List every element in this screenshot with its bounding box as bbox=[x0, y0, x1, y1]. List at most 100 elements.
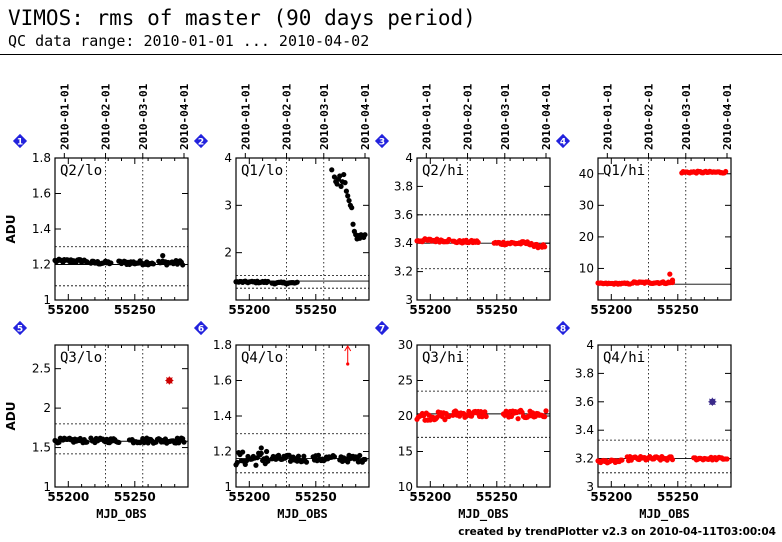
y-tick-label: 1 bbox=[224, 480, 232, 494]
data-point bbox=[84, 259, 90, 265]
panel-badge bbox=[555, 133, 571, 149]
panel-badge-number: 6 bbox=[198, 325, 204, 335]
data-point bbox=[265, 458, 271, 464]
y-tick-label: 3 bbox=[224, 198, 232, 212]
y-tick-label: 20 bbox=[579, 230, 594, 244]
y-tick-label: 1.2 bbox=[213, 445, 232, 459]
data-point bbox=[466, 408, 472, 415]
data-point bbox=[619, 457, 625, 463]
date-tick-label: 2010-03-01 bbox=[499, 83, 512, 150]
x-tick-label: 55200 bbox=[47, 490, 89, 504]
panel-label: Q2/hi bbox=[422, 163, 464, 179]
data-point bbox=[343, 188, 349, 194]
x-axis-label: MJD_OBS bbox=[639, 507, 690, 522]
y-tick-label: 3.4 bbox=[394, 236, 413, 250]
panel-badge bbox=[555, 320, 571, 336]
y-tick-label: 3.8 bbox=[575, 366, 594, 380]
y-tick-label: 2 bbox=[43, 401, 51, 415]
y-tick-label: 4 bbox=[224, 151, 232, 165]
y-tick-label: 2 bbox=[224, 246, 232, 260]
panel-label: Q4/hi bbox=[603, 350, 645, 366]
data-point bbox=[341, 171, 347, 178]
y-tick-label: 1.8 bbox=[32, 151, 51, 165]
y-tick-label: 1.4 bbox=[213, 409, 232, 423]
panel-badge bbox=[193, 133, 209, 149]
panel-badge bbox=[12, 320, 28, 336]
date-tick-label: 2010-03-01 bbox=[318, 83, 331, 150]
date-tick-label: 2010-03-01 bbox=[137, 83, 150, 150]
y-tick-label: 3 bbox=[405, 293, 413, 307]
x-tick-label: 55200 bbox=[409, 303, 451, 317]
y-tick-label: 20 bbox=[398, 409, 413, 423]
data-point bbox=[667, 271, 673, 277]
panel-badge-number: 7 bbox=[379, 325, 385, 335]
plot-frame bbox=[54, 344, 189, 488]
plot-frame bbox=[416, 157, 551, 301]
data-point bbox=[530, 410, 536, 416]
footer-credit: created by trendPlotter v2.3 on 2010-04-… bbox=[458, 526, 776, 538]
y-tick-label: 15 bbox=[398, 445, 413, 459]
plot-frame bbox=[597, 344, 732, 488]
date-tick-label: 2010-02-01 bbox=[643, 83, 656, 150]
data-point bbox=[542, 414, 548, 420]
data-point bbox=[342, 180, 348, 186]
data-point bbox=[150, 261, 157, 267]
chart-subtitle: QC data range: 2010-01-01 ... 2010-04-02 bbox=[8, 32, 370, 50]
panel-label: Q1/hi bbox=[603, 163, 645, 179]
outlier-marker bbox=[165, 376, 174, 385]
y-tick-label: 1 bbox=[43, 480, 51, 494]
data-point bbox=[349, 205, 355, 211]
data-point bbox=[543, 408, 549, 414]
plot-frame bbox=[235, 157, 370, 301]
data-point bbox=[331, 454, 338, 460]
title-divider bbox=[0, 54, 782, 55]
date-tick-label: 2010-04-01 bbox=[178, 83, 191, 150]
data-point bbox=[338, 183, 344, 189]
date-tick-label: 2010-04-01 bbox=[721, 83, 734, 150]
y-tick-label: 1.4 bbox=[32, 222, 51, 236]
date-tick-label: 2010-02-01 bbox=[100, 83, 113, 150]
y-tick-label: 3.2 bbox=[394, 265, 413, 279]
data-point bbox=[180, 262, 186, 268]
y-tick-label: 1 bbox=[43, 293, 51, 307]
data-point bbox=[357, 452, 363, 459]
date-tick-label: 2010-03-01 bbox=[680, 83, 693, 150]
data-point bbox=[515, 416, 521, 422]
x-axis-label: MJD_OBS bbox=[458, 507, 509, 522]
y-tick-label: 4 bbox=[586, 338, 594, 352]
x-tick-label: 55250 bbox=[476, 490, 518, 504]
date-tick-label: 2010-04-01 bbox=[540, 83, 553, 150]
y-tick-label: 10 bbox=[398, 480, 413, 494]
x-tick-label: 55200 bbox=[590, 490, 632, 504]
data-point bbox=[362, 456, 368, 463]
panel-label: Q2/lo bbox=[60, 163, 102, 179]
y-tick-label: 30 bbox=[579, 198, 594, 212]
data-point bbox=[446, 413, 452, 420]
data-point bbox=[295, 453, 302, 459]
panel-badge bbox=[374, 320, 390, 336]
y-tick-label: 1.6 bbox=[213, 374, 232, 388]
data-point bbox=[253, 462, 259, 468]
x-tick-label: 55250 bbox=[114, 303, 156, 317]
panel-badge-number: 3 bbox=[379, 138, 385, 148]
data-point bbox=[329, 167, 335, 173]
data-point bbox=[181, 439, 187, 445]
data-point bbox=[724, 456, 730, 462]
data-point bbox=[108, 260, 114, 266]
data-point bbox=[483, 413, 489, 420]
data-point bbox=[475, 239, 481, 245]
data-point bbox=[240, 449, 246, 455]
y-tick-label: 3.6 bbox=[394, 208, 413, 222]
y-tick-label: 3.8 bbox=[394, 179, 413, 193]
x-tick-label: 55250 bbox=[114, 490, 156, 504]
data-point bbox=[669, 457, 676, 463]
panel-badge-number: 5 bbox=[17, 325, 23, 335]
y-tick-label: 30 bbox=[398, 338, 413, 352]
date-tick-label: 2010-02-01 bbox=[462, 83, 475, 150]
data-point bbox=[234, 459, 240, 466]
data-point bbox=[519, 409, 525, 415]
y-tick-label: 40 bbox=[579, 167, 594, 181]
panel-label: Q4/lo bbox=[241, 350, 283, 366]
y-tick-label: 10 bbox=[579, 261, 594, 275]
